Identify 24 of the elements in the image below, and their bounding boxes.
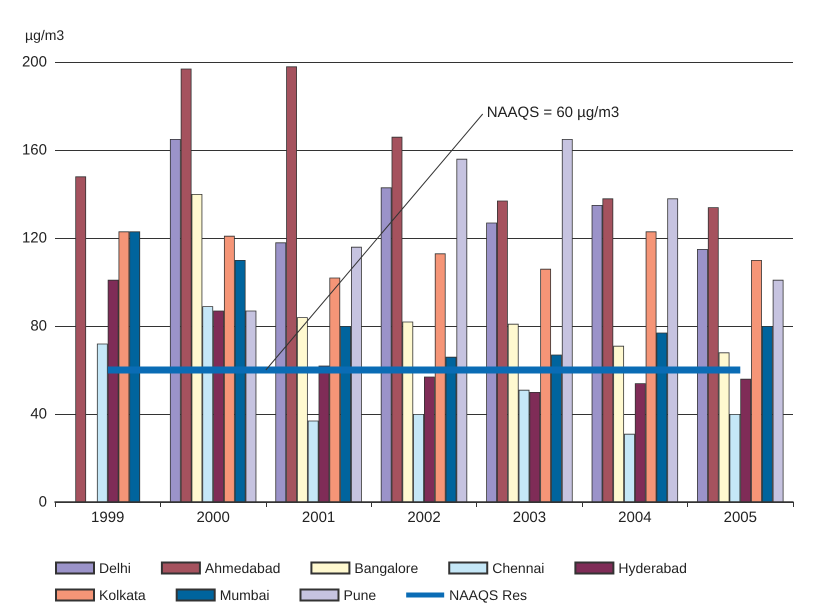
y-tick-label: 200	[22, 54, 47, 70]
x-tick-label: 2000	[196, 509, 230, 526]
legend-label: Pune	[343, 587, 376, 603]
y-tick-label: 80	[30, 318, 47, 334]
y-tick-label: 160	[22, 142, 47, 158]
x-tick-label: 1999	[91, 509, 124, 526]
x-tick-label: 2004	[618, 509, 652, 526]
legend-label: Ahmedabad	[204, 560, 280, 576]
annotation: NAAQS = 60 µg/m3	[486, 104, 620, 121]
x-tick-label: 2001	[302, 509, 336, 526]
x-tick-label: 2005	[724, 509, 757, 526]
y-tick-label: 40	[30, 406, 47, 422]
legend-label: Mumbai	[220, 587, 270, 603]
legend-label: Bangalore	[354, 560, 418, 576]
x-tick-label: 2002	[407, 509, 441, 526]
legend-label: Kolkata	[99, 587, 146, 603]
y-tick-label: 120	[22, 230, 47, 246]
y-tick-label: 0	[38, 494, 47, 510]
legend-label: NAAQS Res	[449, 587, 527, 603]
legend-label: Delhi	[99, 560, 131, 576]
legend-label: Hyderabad	[618, 560, 687, 576]
y-axis-title: µg/m3	[25, 27, 64, 43]
legend-label: Chennai	[492, 560, 544, 576]
x-tick-label: 2003	[512, 509, 546, 526]
